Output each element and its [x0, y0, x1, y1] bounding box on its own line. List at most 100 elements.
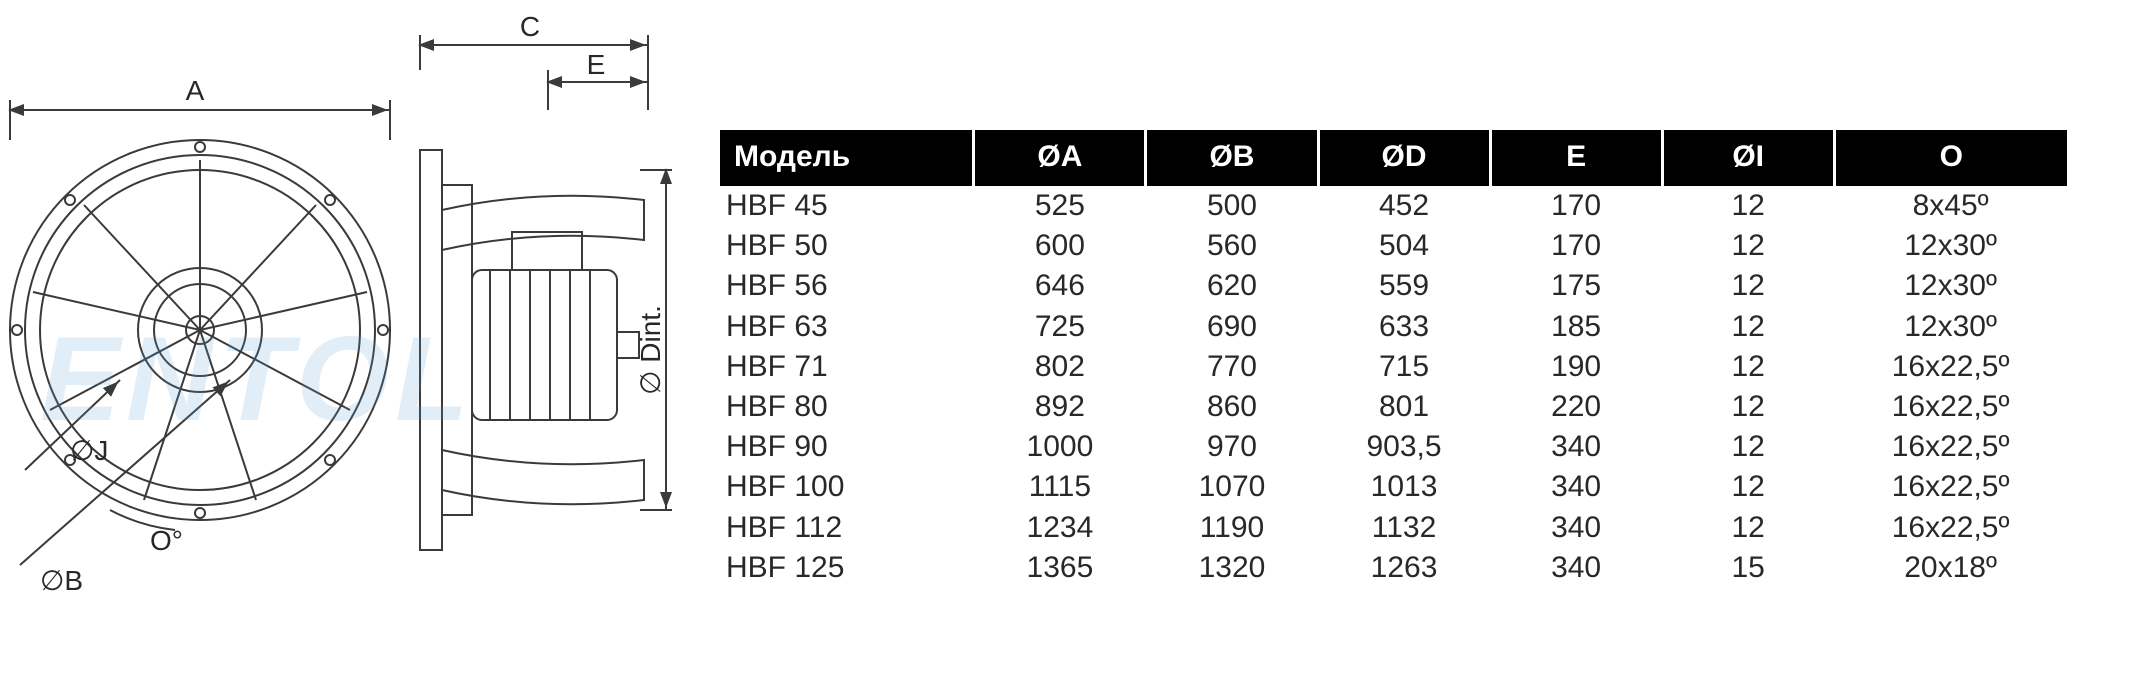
- col-O: O: [1834, 130, 2067, 186]
- table-row: HBF 718027707151901216x22,5º: [720, 347, 2067, 387]
- cell-value: 20x18º: [1834, 548, 2067, 588]
- cell-value: 12: [1662, 307, 1834, 347]
- table-row: HBF 45525500452170128x45º: [720, 186, 2067, 226]
- cell-value: 340: [1490, 467, 1662, 507]
- cell-value: 1070: [1146, 467, 1318, 507]
- cell-model: HBF 112: [720, 508, 974, 548]
- cell-value: 170: [1490, 226, 1662, 266]
- cell-value: 16x22,5º: [1834, 347, 2067, 387]
- front-view: [10, 140, 390, 520]
- cell-value: 340: [1490, 548, 1662, 588]
- cell-value: 190: [1490, 347, 1662, 387]
- cell-value: 1115: [974, 467, 1146, 507]
- dim-lowerleft: [20, 380, 230, 565]
- cell-value: 1234: [974, 508, 1146, 548]
- table-row: HBF 1251365132012633401520x18º: [720, 548, 2067, 588]
- cell-value: 12: [1662, 427, 1834, 467]
- table-body: HBF 45525500452170128x45ºHBF 50600560504…: [720, 186, 2067, 588]
- cell-value: 892: [974, 387, 1146, 427]
- table-row: HBF 901000970903,53401216x22,5º: [720, 427, 2067, 467]
- label-J: ∅J: [70, 435, 108, 466]
- cell-value: 12x30º: [1834, 266, 2067, 306]
- cell-value: 1013: [1318, 467, 1490, 507]
- label-E: E: [587, 49, 606, 80]
- cell-value: 970: [1146, 427, 1318, 467]
- cell-value: 340: [1490, 427, 1662, 467]
- cell-value: 560: [1146, 226, 1318, 266]
- cell-value: 633: [1318, 307, 1490, 347]
- col-D: ØD: [1318, 130, 1490, 186]
- cell-model: HBF 125: [720, 548, 974, 588]
- cell-value: 504: [1318, 226, 1490, 266]
- cell-value: 559: [1318, 266, 1490, 306]
- page-wrap: A C E ∅J O° ∅B ∅ Dint. ENTOL Модель ØA: [0, 0, 2147, 682]
- cell-value: 16x22,5º: [1834, 508, 2067, 548]
- cell-value: 1263: [1318, 548, 1490, 588]
- cell-value: 12: [1662, 508, 1834, 548]
- label-A: A: [186, 75, 205, 106]
- cell-value: 170: [1490, 186, 1662, 226]
- table-row: HBF 808928608012201216x22,5º: [720, 387, 2067, 427]
- label-C: C: [520, 11, 540, 42]
- cell-value: 452: [1318, 186, 1490, 226]
- table-row: HBF 506005605041701212x30º: [720, 226, 2067, 266]
- technical-drawing: A C E ∅J O° ∅B ∅ Dint.: [0, 10, 680, 630]
- cell-value: 1190: [1146, 508, 1318, 548]
- cell-value: 1000: [974, 427, 1146, 467]
- cell-value: 12x30º: [1834, 226, 2067, 266]
- cell-value: 12: [1662, 186, 1834, 226]
- cell-value: 12: [1662, 226, 1834, 266]
- col-model: Модель: [720, 130, 974, 186]
- cell-model: HBF 90: [720, 427, 974, 467]
- cell-model: HBF 80: [720, 387, 974, 427]
- cell-value: 725: [974, 307, 1146, 347]
- table-panel: Модель ØA ØB ØD E ØI O HBF 4552550045217…: [680, 0, 2147, 682]
- cell-value: 1365: [974, 548, 1146, 588]
- cell-value: 802: [974, 347, 1146, 387]
- side-view: [420, 150, 644, 550]
- cell-value: 16x22,5º: [1834, 387, 2067, 427]
- cell-value: 600: [974, 226, 1146, 266]
- cell-value: 801: [1318, 387, 1490, 427]
- label-O: O°: [150, 525, 183, 556]
- cell-value: 16x22,5º: [1834, 467, 2067, 507]
- table-row: HBF 637256906331851212x30º: [720, 307, 2067, 347]
- cell-model: HBF 50: [720, 226, 974, 266]
- spec-table: Модель ØA ØB ØD E ØI O HBF 4552550045217…: [720, 130, 2067, 588]
- cell-value: 175: [1490, 266, 1662, 306]
- cell-value: 12: [1662, 266, 1834, 306]
- table-row: HBF 1001115107010133401216x22,5º: [720, 467, 2067, 507]
- cell-model: HBF 45: [720, 186, 974, 226]
- cell-value: 185: [1490, 307, 1662, 347]
- cell-model: HBF 56: [720, 266, 974, 306]
- cell-value: 8x45º: [1834, 186, 2067, 226]
- cell-value: 525: [974, 186, 1146, 226]
- cell-value: 715: [1318, 347, 1490, 387]
- table-row: HBF 1121234119011323401216x22,5º: [720, 508, 2067, 548]
- cell-model: HBF 71: [720, 347, 974, 387]
- table-row: HBF 566466205591751212x30º: [720, 266, 2067, 306]
- cell-value: 903,5: [1318, 427, 1490, 467]
- cell-value: 12x30º: [1834, 307, 2067, 347]
- cell-value: 12: [1662, 467, 1834, 507]
- label-Dint: ∅ Dint.: [635, 305, 666, 395]
- cell-value: 15: [1662, 548, 1834, 588]
- cell-value: 690: [1146, 307, 1318, 347]
- cell-value: 1132: [1318, 508, 1490, 548]
- col-A: ØA: [974, 130, 1146, 186]
- cell-value: 12: [1662, 387, 1834, 427]
- col-B: ØB: [1146, 130, 1318, 186]
- cell-value: 860: [1146, 387, 1318, 427]
- cell-value: 12: [1662, 347, 1834, 387]
- cell-value: 340: [1490, 508, 1662, 548]
- cell-model: HBF 63: [720, 307, 974, 347]
- cell-value: 500: [1146, 186, 1318, 226]
- cell-value: 646: [974, 266, 1146, 306]
- cell-value: 770: [1146, 347, 1318, 387]
- col-E: E: [1490, 130, 1662, 186]
- cell-value: 16x22,5º: [1834, 427, 2067, 467]
- cell-model: HBF 100: [720, 467, 974, 507]
- table-head: Модель ØA ØB ØD E ØI O: [720, 130, 2067, 186]
- cell-value: 220: [1490, 387, 1662, 427]
- diagram-panel: A C E ∅J O° ∅B ∅ Dint. ENTOL: [0, 0, 680, 682]
